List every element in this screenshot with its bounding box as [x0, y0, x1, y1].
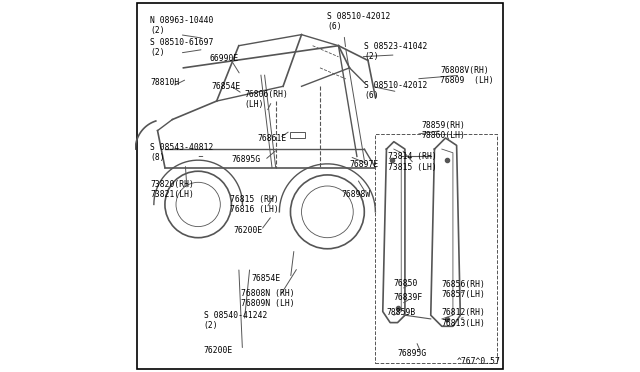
Text: 76815 (RH)
76816 (LH): 76815 (RH) 76816 (LH): [230, 195, 278, 214]
Text: 73814 (RH)
73815 (LH): 73814 (RH) 73815 (LH): [388, 152, 437, 172]
Bar: [376, 134, 497, 363]
Text: 76856(RH)
76857(LH): 76856(RH) 76857(LH): [442, 280, 486, 299]
Text: 66990E: 66990E: [209, 54, 239, 63]
Text: S 08510-42012
(6): S 08510-42012 (6): [328, 12, 391, 31]
Text: 76806(RH)
(LH): 76806(RH) (LH): [244, 90, 288, 109]
Text: S 08540-41242
(2): S 08540-41242 (2): [204, 311, 267, 330]
Text: S 08543-40812
(8): S 08543-40812 (8): [150, 143, 214, 163]
Text: 76898W: 76898W: [341, 190, 371, 199]
Text: 76812(RH)
76813(LH): 76812(RH) 76813(LH): [442, 308, 486, 327]
Text: 76854E: 76854E: [211, 82, 241, 91]
Text: 76839F: 76839F: [394, 293, 423, 302]
Text: N 08963-10440
(2): N 08963-10440 (2): [150, 16, 214, 35]
Text: 76200E: 76200E: [233, 226, 262, 235]
Text: 78859B: 78859B: [387, 308, 416, 317]
Text: 76895G: 76895G: [232, 155, 260, 164]
Text: 78859(RH)
78860(LH): 78859(RH) 78860(LH): [422, 121, 465, 140]
Text: 76850: 76850: [394, 279, 418, 288]
Text: 76200E: 76200E: [204, 346, 233, 355]
Text: 76854E: 76854E: [252, 274, 281, 283]
Bar: [291, 132, 305, 138]
Text: 76897E: 76897E: [349, 160, 379, 169]
Text: S 08510-61697
(2): S 08510-61697 (2): [150, 38, 214, 57]
Text: 76861E: 76861E: [257, 134, 287, 143]
Text: 76808N (RH)
76809N (LH): 76808N (RH) 76809N (LH): [241, 289, 294, 308]
Text: ^767^0.57: ^767^0.57: [456, 357, 500, 366]
Text: 78810H: 78810H: [150, 78, 179, 87]
Text: S 08523-41042
(2): S 08523-41042 (2): [364, 42, 428, 61]
Text: 76808V(RH)
76809  (LH): 76808V(RH) 76809 (LH): [440, 65, 493, 85]
Text: 76895G: 76895G: [397, 350, 427, 359]
Text: 73820(RH)
73821(LH): 73820(RH) 73821(LH): [150, 180, 194, 199]
Text: S 08510-42012
(6): S 08510-42012 (6): [364, 81, 428, 100]
